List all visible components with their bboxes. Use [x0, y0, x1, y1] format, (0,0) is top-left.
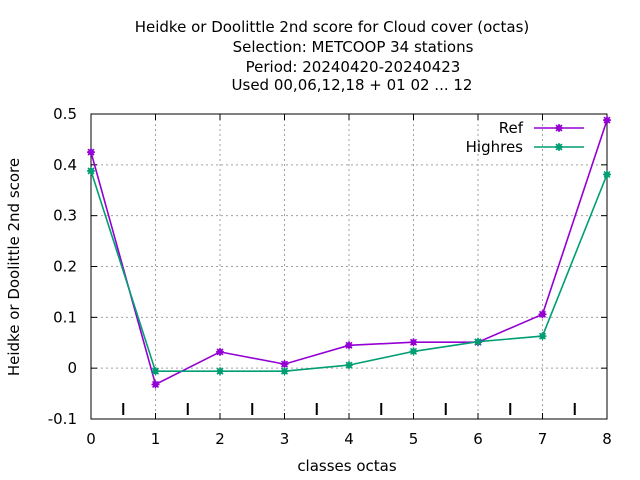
- minor-x-marks: [122, 403, 576, 415]
- x-axis: 0 1 2 3 4 5 6 7 8: [86, 114, 612, 448]
- data-point: [87, 148, 95, 157]
- point-d2: [555, 143, 563, 151]
- x-tick-label: 8: [602, 430, 612, 448]
- y-tick-label: 0.5: [53, 105, 77, 123]
- y-axis: -0.1 0 0.1 0.2 0.3 0.4 0.5: [48, 105, 607, 428]
- point-d2: [603, 170, 611, 179]
- data-point: [151, 367, 160, 376]
- title-line-3: Period: 20240420-20240423: [246, 58, 461, 76]
- data-point: [474, 337, 482, 346]
- point-d2: [216, 348, 224, 356]
- legend-label: Ref: [499, 119, 524, 137]
- series-lines: [87, 116, 611, 389]
- x-tick-label: 6: [473, 430, 483, 448]
- data-point: [555, 143, 563, 151]
- y-axis-label: Heidke or Doolittle 2nd score: [5, 158, 23, 376]
- y-tick-label: 0.3: [53, 207, 77, 225]
- x-tick-label: 5: [409, 430, 419, 448]
- point-d2: [280, 367, 289, 375]
- point-d2: [555, 124, 563, 132]
- data-point: [603, 116, 611, 125]
- data-point: [280, 367, 289, 376]
- legend-label: Highres: [466, 138, 524, 156]
- title-line-4: Used 00,06,12,18 + 01 02 ... 12: [232, 76, 473, 94]
- data-point: [538, 310, 547, 319]
- data-point: [555, 124, 563, 132]
- y-tick-label: -0.1: [48, 410, 77, 428]
- point-d2: [345, 361, 353, 369]
- data-point: [345, 361, 353, 370]
- point-d2: [151, 380, 160, 388]
- y-tick-label: 0.1: [53, 308, 77, 326]
- point-d2: [216, 367, 224, 375]
- x-tick-label: 7: [538, 430, 548, 448]
- data-point: [87, 166, 95, 175]
- data-point: [538, 332, 547, 341]
- data-point: [603, 170, 611, 179]
- data-point: [216, 367, 224, 376]
- x-tick-label: 2: [215, 430, 225, 448]
- y-tick-label: 0.4: [53, 156, 77, 174]
- point-d2: [538, 310, 547, 318]
- x-tick-label: 0: [86, 430, 96, 448]
- point-d2: [345, 341, 353, 349]
- point-d2: [409, 338, 418, 346]
- chart-title: Heidke or Doolittle 2nd score for Cloud …: [135, 18, 530, 94]
- x-tick-label: 1: [151, 430, 161, 448]
- y-tick-label: 0.2: [53, 258, 77, 276]
- point-d2: [409, 347, 418, 355]
- point-d2: [151, 367, 160, 375]
- title-line-1: Heidke or Doolittle 2nd score for Cloud …: [135, 18, 530, 36]
- title-line-2: Selection: METCOOP 34 stations: [233, 38, 474, 56]
- data-point: [409, 338, 418, 347]
- series-highres: [87, 166, 611, 376]
- data-point: [345, 341, 353, 350]
- data-point: [151, 380, 160, 389]
- grid-lines: [91, 114, 607, 419]
- x-axis-label: classes octas: [297, 457, 397, 475]
- point-d2: [87, 167, 95, 175]
- x-tick-label: 4: [344, 430, 354, 448]
- x-tick-label: 3: [280, 430, 290, 448]
- point-d2: [538, 332, 547, 340]
- series-ref: [87, 116, 611, 389]
- point-d2: [87, 148, 95, 156]
- y-tick-label: 0: [67, 359, 77, 377]
- data-point: [280, 360, 289, 369]
- point-d2: [603, 116, 611, 124]
- data-point: [216, 347, 224, 356]
- point-d2: [280, 360, 289, 368]
- point-d2: [474, 338, 482, 346]
- data-point: [409, 347, 418, 356]
